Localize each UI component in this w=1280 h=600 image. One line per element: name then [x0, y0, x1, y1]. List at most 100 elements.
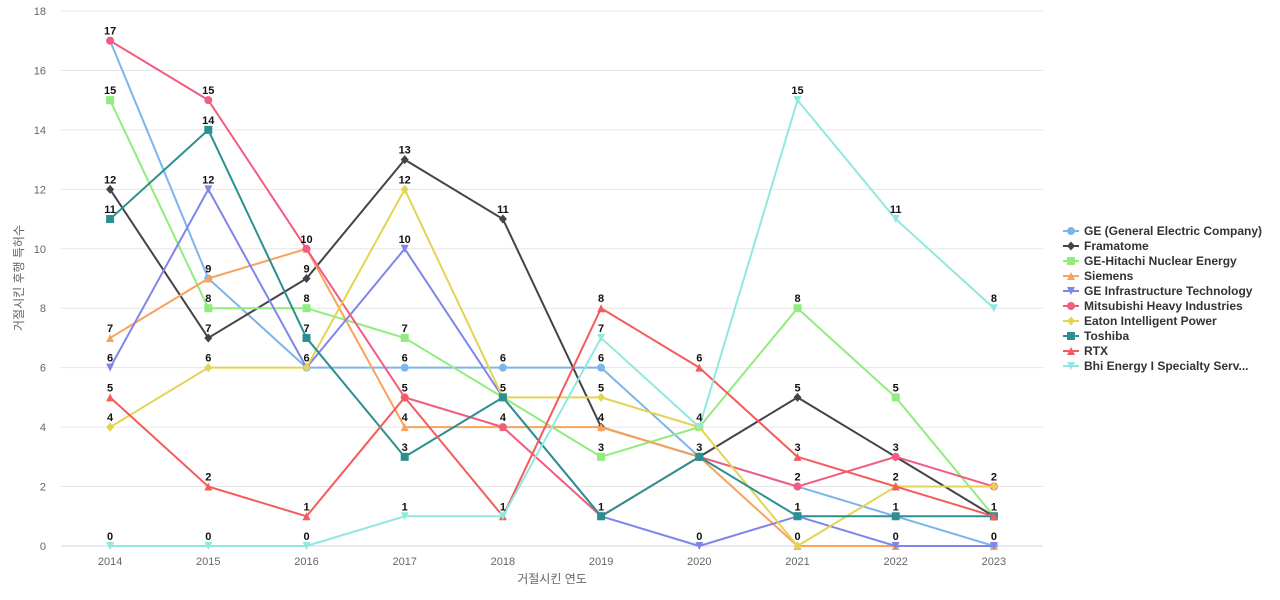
- data-point[interactable]: [695, 452, 704, 461]
- legend[interactable]: GE (General Electric Company)FramatomeGE…: [1063, 224, 1262, 373]
- data-point[interactable]: [204, 96, 213, 105]
- data-point[interactable]: [204, 274, 213, 283]
- data-point[interactable]: [204, 482, 213, 491]
- data-point[interactable]: [302, 304, 311, 313]
- data-point[interactable]: [793, 541, 802, 551]
- legend-item[interactable]: GE-Hitachi Nuclear Energy: [1063, 254, 1237, 268]
- y-tick-label: 8: [40, 303, 46, 315]
- data-point[interactable]: [498, 512, 507, 521]
- data-point[interactable]: [793, 512, 802, 521]
- legend-item[interactable]: GE Infrastructure Technology: [1063, 284, 1253, 298]
- data-point[interactable]: [302, 333, 311, 342]
- legend-marker[interactable]: [1067, 272, 1075, 280]
- data-label: 6: [598, 353, 604, 365]
- data-point[interactable]: [793, 304, 802, 313]
- data-point[interactable]: [400, 244, 409, 253]
- data-point[interactable]: [891, 215, 900, 224]
- data-point[interactable]: [400, 393, 409, 402]
- legend-marker[interactable]: [1067, 257, 1075, 265]
- data-point[interactable]: [891, 512, 900, 521]
- legend-item[interactable]: Siemens: [1063, 269, 1134, 283]
- data-point[interactable]: [302, 363, 311, 373]
- data-point[interactable]: [302, 512, 311, 521]
- data-point[interactable]: [106, 215, 115, 224]
- legend-item[interactable]: Eaton Intelligent Power: [1063, 314, 1217, 328]
- data-point[interactable]: [400, 333, 409, 342]
- legend-item[interactable]: RTX: [1063, 344, 1108, 358]
- data-point[interactable]: [793, 452, 802, 461]
- data-point[interactable]: [400, 184, 409, 194]
- data-point[interactable]: [793, 392, 802, 402]
- data-point[interactable]: [891, 393, 900, 402]
- data-point[interactable]: [204, 333, 213, 343]
- series-line[interactable]: [109, 307, 995, 518]
- data-point[interactable]: [106, 96, 115, 105]
- legend-item[interactable]: Mitsubishi Heavy Industries: [1063, 299, 1243, 313]
- data-point[interactable]: [989, 542, 998, 550]
- legend-marker[interactable]: [1067, 347, 1075, 355]
- data-point[interactable]: [204, 125, 213, 134]
- legend-marker[interactable]: [1067, 227, 1075, 235]
- data-point[interactable]: [695, 363, 704, 372]
- data-point[interactable]: [106, 393, 115, 402]
- data-point[interactable]: [400, 512, 409, 521]
- data-point[interactable]: [106, 184, 115, 194]
- data-point[interactable]: [597, 423, 606, 432]
- data-point[interactable]: [302, 244, 311, 253]
- legend-marker[interactable]: [1067, 241, 1075, 251]
- data-point[interactable]: [204, 542, 213, 550]
- legend-marker[interactable]: [1067, 362, 1075, 370]
- data-point[interactable]: [106, 542, 115, 550]
- data-point[interactable]: [793, 482, 802, 491]
- series-line[interactable]: [109, 39, 995, 518]
- data-point[interactable]: [695, 542, 704, 550]
- data-point[interactable]: [989, 482, 998, 492]
- data-point[interactable]: [793, 96, 802, 105]
- data-point[interactable]: [204, 304, 213, 313]
- legend-marker[interactable]: [1067, 316, 1075, 326]
- data-point[interactable]: [597, 512, 606, 521]
- data-point[interactable]: [106, 363, 115, 372]
- data-point[interactable]: [498, 423, 507, 432]
- data-point[interactable]: [204, 185, 213, 194]
- data-point[interactable]: [891, 482, 900, 491]
- data-point[interactable]: [400, 363, 409, 372]
- data-point[interactable]: [597, 392, 606, 402]
- data-point[interactable]: [400, 155, 409, 165]
- data-point[interactable]: [106, 36, 115, 45]
- data-label: 6: [696, 353, 702, 365]
- data-point[interactable]: [597, 452, 606, 461]
- data-point[interactable]: [302, 274, 311, 283]
- legend-marker[interactable]: [1067, 287, 1075, 295]
- x-tick-label: 2016: [294, 556, 318, 568]
- data-point[interactable]: [891, 452, 900, 461]
- x-tick-label: 2015: [196, 556, 220, 568]
- legend-item[interactable]: GE (General Electric Company): [1063, 224, 1262, 238]
- series-line[interactable]: [109, 40, 995, 547]
- data-point[interactable]: [597, 333, 606, 342]
- data-point[interactable]: [597, 304, 606, 313]
- data-point[interactable]: [204, 363, 213, 373]
- data-point[interactable]: [106, 422, 115, 432]
- data-point[interactable]: [695, 423, 704, 432]
- legend-item[interactable]: Framatome: [1063, 239, 1149, 253]
- data-point[interactable]: [597, 363, 606, 372]
- data-point[interactable]: [302, 542, 311, 550]
- data-point[interactable]: [498, 363, 507, 372]
- data-point[interactable]: [400, 423, 409, 432]
- data-point[interactable]: [989, 512, 998, 521]
- data-point[interactable]: [498, 214, 507, 224]
- data-point[interactable]: [400, 452, 409, 461]
- legend-marker[interactable]: [1067, 302, 1075, 310]
- data-point[interactable]: [989, 304, 998, 313]
- legend-item[interactable]: Bhi Energy I Specialty Serv...: [1063, 359, 1249, 373]
- data-point[interactable]: [106, 333, 115, 342]
- legend-item[interactable]: Toshiba: [1063, 329, 1129, 343]
- legend-marker[interactable]: [1067, 332, 1075, 340]
- series-line[interactable]: [110, 99, 995, 547]
- data-point[interactable]: [498, 393, 507, 402]
- series-line[interactable]: [109, 158, 995, 518]
- data-point[interactable]: [891, 542, 900, 550]
- series-line[interactable]: [109, 128, 994, 518]
